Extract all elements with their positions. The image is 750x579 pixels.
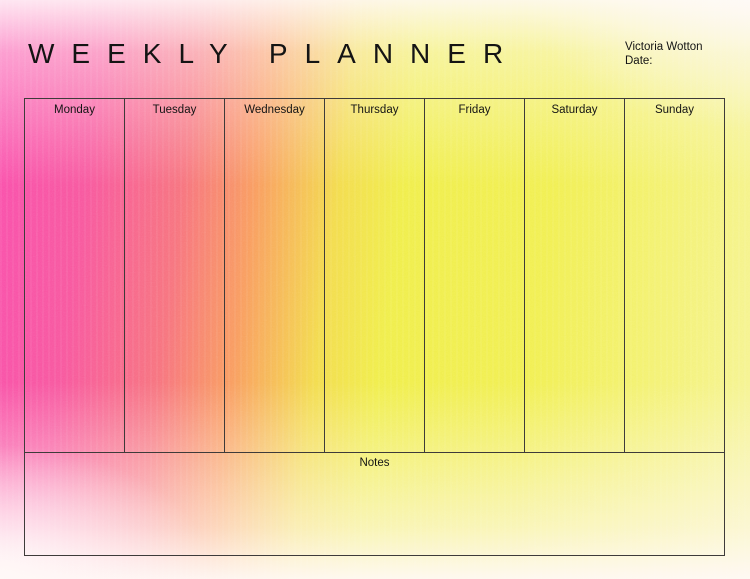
day-label: Saturday bbox=[551, 104, 598, 116]
day-column-thursday: Thursday bbox=[325, 99, 425, 452]
day-fill-area[interactable] bbox=[525, 116, 624, 452]
day-label: Tuesday bbox=[152, 104, 197, 116]
day-label: Thursday bbox=[350, 104, 399, 116]
day-column-saturday: Saturday bbox=[525, 99, 625, 452]
day-label: Wednesday bbox=[244, 104, 305, 116]
owner-name: Victoria Wotton bbox=[625, 41, 703, 53]
day-fill-area[interactable] bbox=[425, 116, 524, 452]
notes-fill-area[interactable] bbox=[25, 469, 724, 555]
day-column-friday: Friday bbox=[425, 99, 525, 452]
day-fill-area[interactable] bbox=[325, 116, 424, 452]
days-row: Monday Tuesday Wednesday Thursday Friday bbox=[25, 99, 724, 452]
day-label: Friday bbox=[458, 104, 491, 116]
day-column-sunday: Sunday bbox=[625, 99, 724, 452]
day-column-tuesday: Tuesday bbox=[125, 99, 225, 452]
notes-section: Notes bbox=[25, 452, 724, 555]
planner-grid: Monday Tuesday Wednesday Thursday Friday bbox=[24, 98, 725, 556]
day-label: Sunday bbox=[654, 104, 694, 116]
day-column-monday: Monday bbox=[25, 99, 125, 452]
day-fill-area[interactable] bbox=[25, 116, 124, 452]
date-label: Date: bbox=[625, 55, 653, 67]
day-fill-area[interactable] bbox=[625, 116, 724, 452]
page-title: WEEKLY PLANNER bbox=[28, 38, 521, 69]
day-label: Monday bbox=[54, 104, 95, 116]
day-column-wednesday: Wednesday bbox=[225, 99, 325, 452]
notes-label: Notes bbox=[359, 457, 390, 469]
day-fill-area[interactable] bbox=[225, 116, 324, 452]
owner-meta: Victoria Wotton Date: bbox=[625, 40, 703, 68]
day-fill-area[interactable] bbox=[125, 116, 224, 452]
